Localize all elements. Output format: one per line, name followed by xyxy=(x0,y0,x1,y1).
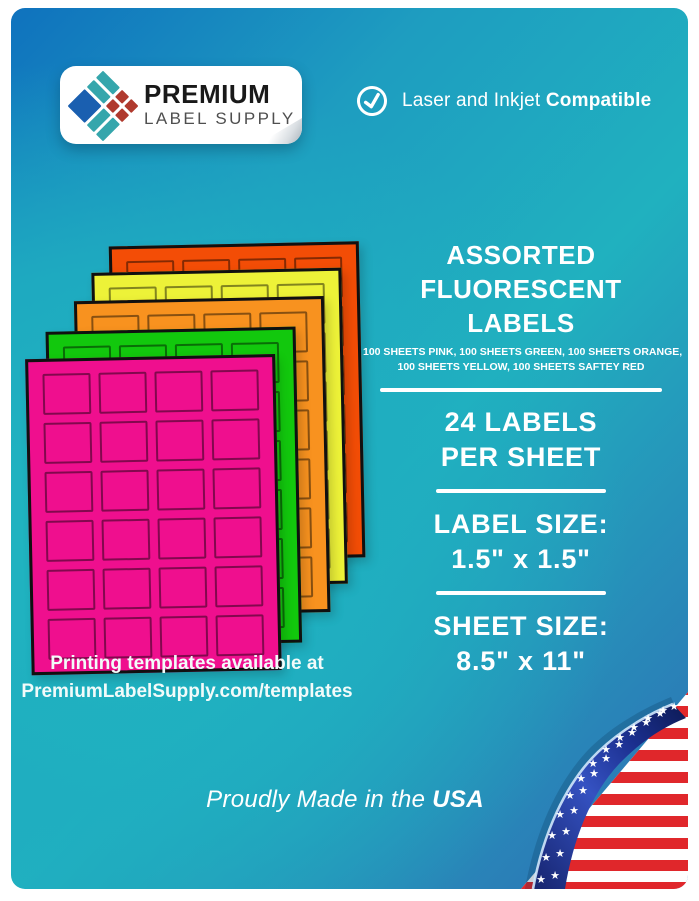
spec-line: PER SHEET xyxy=(440,442,602,472)
spec-line: 1.5" x 1.5" xyxy=(451,544,591,574)
svg-text:★: ★ xyxy=(576,772,586,785)
svg-text:★: ★ xyxy=(555,847,565,860)
svg-text:★: ★ xyxy=(655,707,665,720)
headline: ASSORTED FLUORESCENT LABELS xyxy=(363,238,679,340)
svg-text:★: ★ xyxy=(569,804,579,817)
product-canvas: PREMIUM LABEL SUPPLY Laser and Inkjet Co… xyxy=(11,8,688,889)
footer-bold: USA xyxy=(432,786,484,813)
spec-line: SHEET SIZE: xyxy=(433,611,609,641)
compatibility-bold: Compatible xyxy=(545,90,652,111)
logo-square-red xyxy=(124,98,139,114)
subheadline-line2: 100 SHEETS YELLOW, 100 SHEETS SAFTEY RED xyxy=(397,361,645,373)
label-cell xyxy=(99,420,149,463)
templates-note-line1: Printing templates available at xyxy=(50,653,324,674)
label-cell xyxy=(211,418,261,461)
made-in-usa-text: Proudly Made in the USA xyxy=(195,786,495,814)
svg-text:★: ★ xyxy=(658,704,668,717)
svg-text:★: ★ xyxy=(565,789,575,802)
label-sheet-pink xyxy=(25,354,282,676)
label-cell xyxy=(214,565,264,608)
svg-text:★: ★ xyxy=(643,712,653,725)
svg-text:★: ★ xyxy=(561,825,571,838)
svg-text:★: ★ xyxy=(555,808,565,821)
svg-text:★: ★ xyxy=(578,784,588,797)
spec-line: 24 LABELS xyxy=(444,407,598,437)
label-cell xyxy=(157,517,207,560)
label-cell xyxy=(154,370,204,413)
label-cell xyxy=(42,372,92,415)
svg-text:★: ★ xyxy=(588,757,598,770)
label-cell xyxy=(156,468,206,511)
spec-line: 8.5" x 11" xyxy=(456,646,586,676)
svg-text:★: ★ xyxy=(629,721,639,734)
label-cell xyxy=(100,469,150,512)
label-sheet-stack xyxy=(23,241,366,676)
svg-text:★: ★ xyxy=(589,767,599,780)
subheadline: 100 SHEETS PINK, 100 SHEETS GREEN, 100 S… xyxy=(363,345,683,375)
flag-union-band xyxy=(533,704,686,889)
svg-text:★: ★ xyxy=(541,851,551,864)
usa-flag-page-curl-icon: ★ ★ ★ ★ ★ ★ ★ ★ ★ ★ ★ ★ ★ ★ ★ ★ ★ ★ ★ ★ ★ ★ ★ ★ xyxy=(521,692,688,889)
spec-line: LABEL SIZE: xyxy=(433,509,609,539)
templates-note: Printing templates available at PremiumL… xyxy=(11,650,363,706)
headline-line1: ASSORTED xyxy=(446,240,596,270)
label-cell xyxy=(102,567,152,610)
label-cell xyxy=(45,519,95,562)
label-cell xyxy=(158,566,208,609)
brand-name: PREMIUM LABEL SUPPLY xyxy=(144,81,296,127)
svg-text:★: ★ xyxy=(601,752,611,765)
svg-text:★: ★ xyxy=(614,738,624,751)
divider xyxy=(436,489,606,493)
spec-label-size: LABEL SIZE: 1.5" x 1.5" xyxy=(363,507,679,577)
svg-text:★: ★ xyxy=(627,726,637,739)
templates-note-line2: PremiumLabelSupply.com/templates xyxy=(21,681,353,702)
compatibility-text: Laser and Inkjet Compatible xyxy=(402,90,651,112)
svg-text:★: ★ xyxy=(615,731,625,744)
label-cell xyxy=(155,419,205,462)
svg-text:★: ★ xyxy=(601,743,611,756)
info-column: ASSORTED FLUORESCENT LABELS 100 SHEETS P… xyxy=(363,238,683,679)
brand-badge: PREMIUM LABEL SUPPLY xyxy=(60,66,302,144)
svg-text:★: ★ xyxy=(547,829,557,842)
spec-sheet-size: SHEET SIZE: 8.5" x 11" xyxy=(363,609,679,679)
brand-name-line1: PREMIUM xyxy=(144,79,271,109)
label-cell xyxy=(213,516,263,559)
flag-stars: ★ ★ ★ ★ ★ ★ ★ ★ ★ ★ ★ ★ ★ ★ ★ ★ ★ ★ ★ ★ ★ ★ ★ ★ xyxy=(536,700,679,886)
spec-labels-per-sheet: 24 LABELS PER SHEET xyxy=(363,405,679,475)
svg-text:★: ★ xyxy=(536,873,546,886)
brand-name-line2: LABEL SUPPLY xyxy=(144,109,296,128)
compatibility-row: Laser and Inkjet Compatible xyxy=(355,84,651,118)
brand-logo-icon xyxy=(67,70,139,142)
label-cell xyxy=(98,371,148,414)
label-cell xyxy=(212,467,262,510)
headline-line2: FLUORESCENT LABELS xyxy=(420,274,622,338)
logo-square-red xyxy=(115,108,130,123)
svg-text:★: ★ xyxy=(669,700,679,713)
divider xyxy=(436,591,606,595)
footer-prefix: Proudly Made in the xyxy=(206,786,433,813)
compatibility-prefix: Laser and Inkjet xyxy=(402,90,546,111)
label-cell xyxy=(43,421,93,464)
label-cell xyxy=(46,568,96,611)
subheadline-line1: 100 SHEETS PINK, 100 SHEETS GREEN, 100 S… xyxy=(363,346,683,358)
curl-highlight xyxy=(531,702,674,889)
divider xyxy=(380,388,662,392)
svg-text:★: ★ xyxy=(641,716,651,729)
svg-text:★: ★ xyxy=(550,869,560,882)
check-circle-icon xyxy=(357,86,387,116)
label-cell xyxy=(101,518,151,561)
label-cell xyxy=(210,369,260,412)
label-cell xyxy=(44,470,94,513)
